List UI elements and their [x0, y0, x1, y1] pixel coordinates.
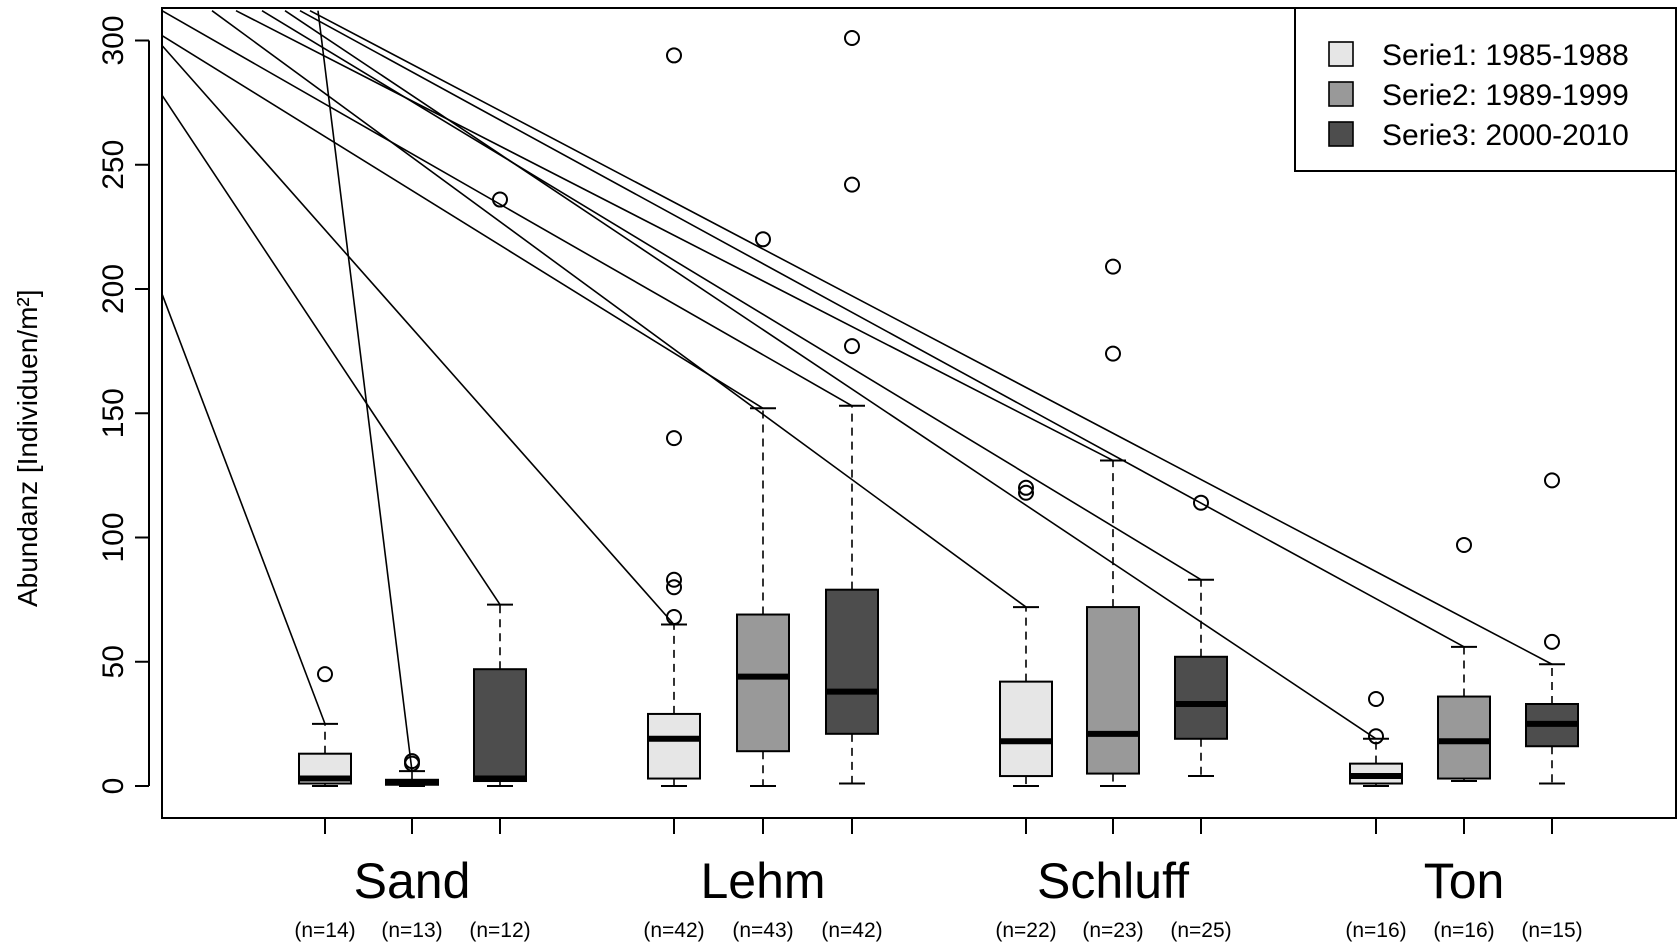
box-sand-serie2 — [385, 753, 439, 787]
leader-line — [299, 9, 1465, 648]
outlier-point — [666, 609, 682, 626]
y-tick-label: 300 — [97, 15, 130, 65]
y-axis-title: Abundanz [Individuen/m²] — [12, 289, 43, 607]
box-iqr — [1437, 695, 1491, 780]
leader-line — [261, 9, 1202, 581]
leader-line — [309, 9, 1553, 665]
sample-size-label: (n=25) — [1170, 919, 1231, 942]
outlier-point — [666, 579, 682, 596]
outlier-point — [1368, 728, 1384, 745]
box-lehm-serie3 — [825, 30, 879, 785]
category-label: Ton — [1424, 853, 1505, 909]
box-lehm-serie1 — [647, 47, 701, 787]
outlier-point — [1368, 691, 1384, 708]
outlier-point — [844, 30, 860, 47]
outlier-point — [1105, 258, 1121, 275]
sample-size-label: (n=42) — [643, 919, 704, 942]
sample-size-label: (n=14) — [294, 919, 355, 942]
sample-size-label: (n=23) — [1082, 919, 1143, 942]
outlier-point — [1018, 484, 1034, 501]
y-tick-label: 250 — [97, 140, 130, 190]
outlier-point — [1544, 472, 1560, 489]
leader-line — [161, 9, 853, 407]
outlier-point — [666, 47, 682, 64]
x-axis: (n=14) (n=13) (n=12) (n=42) (n=43) (n=42) (n=2… — [294, 818, 1583, 942]
category-label: Sand — [354, 853, 471, 909]
box-ton-serie3 — [1525, 472, 1579, 785]
leader-line — [161, 293, 326, 725]
box-iqr — [736, 613, 790, 753]
box-iqr — [825, 588, 879, 735]
outlier-point — [1193, 494, 1209, 511]
plot-frame — [161, 7, 1677, 819]
outlier-point — [1018, 479, 1034, 496]
outlier-point — [666, 571, 682, 588]
sample-size-label: (n=12) — [469, 919, 530, 942]
box-schluff-serie1 — [999, 479, 1053, 787]
legend-label: Serie2: 1989-1999 — [1382, 79, 1629, 112]
sample-size-label: (n=16) — [1433, 919, 1494, 942]
legend-label: Serie1: 1985-1988 — [1382, 39, 1629, 72]
outlier-point — [317, 666, 333, 683]
sample-size-label: (n=22) — [995, 919, 1056, 942]
leader-line — [161, 94, 501, 606]
y-tick-label: 150 — [97, 388, 130, 438]
leader-line — [211, 10, 1027, 608]
outlier-point — [844, 176, 860, 193]
sample-size-label: (n=16) — [1345, 919, 1406, 942]
y-tick-label: 100 — [97, 512, 130, 562]
box-ton-serie2 — [1437, 536, 1491, 783]
legend-swatch — [1328, 41, 1354, 67]
y-tick-label: 200 — [97, 264, 130, 314]
leader-line — [161, 34, 764, 409]
outlier-point — [404, 753, 420, 770]
box-iqr — [1174, 655, 1228, 740]
box-sand-serie1 — [298, 666, 352, 787]
outlier-point — [1544, 633, 1560, 650]
box-iqr — [999, 680, 1053, 778]
box-iqr — [1086, 606, 1140, 775]
sample-size-label: (n=13) — [381, 919, 442, 942]
y-tick-label: 0 — [97, 778, 130, 795]
box-ton-serie1 — [1349, 691, 1403, 787]
box-schluff-serie3 — [1174, 494, 1228, 778]
sample-size-label: (n=42) — [821, 919, 882, 942]
outlier-point — [666, 430, 682, 447]
boxes — [298, 30, 1579, 787]
box-sand-serie3 — [473, 191, 527, 787]
sample-size-label: (n=43) — [732, 919, 793, 942]
legend-frame — [1294, 7, 1677, 172]
box-schluff-serie2 — [1086, 258, 1140, 787]
outlier-point — [1456, 536, 1472, 553]
legend-swatch — [1328, 81, 1354, 107]
box-iqr — [647, 712, 701, 780]
legend: Serie1: 1985-1988 Serie2: 1989-1999 Serie3… — [1294, 7, 1677, 172]
outlier-point — [1105, 345, 1121, 362]
legend-label: Serie3: 2000-2010 — [1382, 119, 1629, 152]
category-label: Schluff — [1037, 853, 1189, 909]
leader-line — [161, 44, 675, 626]
leader-lines — [161, 9, 1553, 772]
legend-swatch — [1328, 121, 1354, 147]
leader-line — [235, 9, 1114, 462]
outlier-point — [492, 191, 508, 208]
y-tick-label: 50 — [97, 645, 130, 678]
y-axis: 0 50 100 150 200 250 300 — [97, 15, 150, 795]
category-label: Lehm — [700, 853, 825, 909]
leader-line — [317, 10, 413, 772]
box-lehm-serie2 — [736, 231, 790, 787]
box-iqr — [473, 668, 527, 783]
outlier-point — [844, 338, 860, 355]
leader-line — [284, 10, 1377, 740]
sample-size-label: (n=15) — [1521, 919, 1582, 942]
outlier-point — [755, 231, 771, 248]
